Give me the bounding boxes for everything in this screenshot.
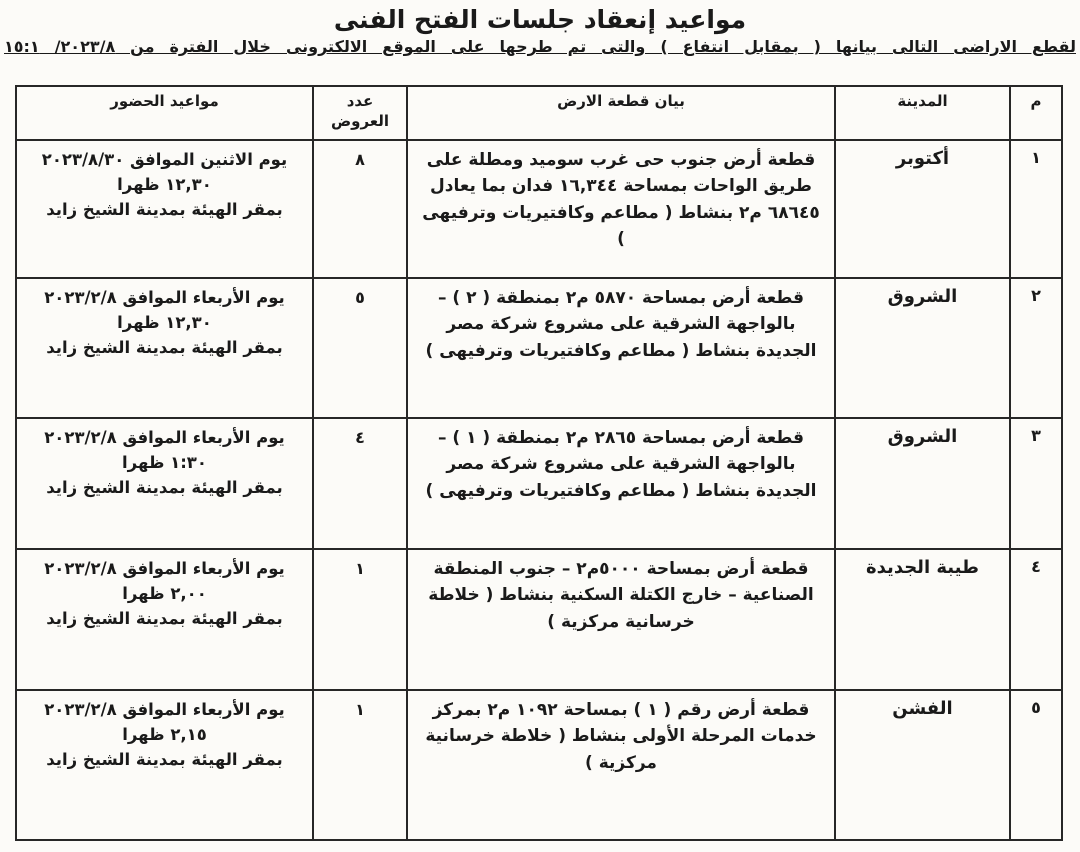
page-title: مواعيد إنعقاد جلسات الفتح الفنى bbox=[333, 5, 747, 34]
row-serial: ٢ bbox=[1009, 277, 1063, 419]
attendance-time: ١٢,٣٠ ظهرا bbox=[117, 312, 212, 332]
row-city: الشروق bbox=[834, 277, 1011, 419]
row-attendance: يوم الأربعاء الموافق ٢٠٢٣/٢/٨ ٢,٠٠ ظهرا … bbox=[15, 548, 314, 691]
header-offers-count: عدد العروض bbox=[312, 85, 408, 141]
row-attendance: يوم الاثنين الموافق ٢٠٢٣/٨/٣٠ ١٢,٣٠ ظهرا… bbox=[15, 139, 314, 279]
scanned-document-page: { "page": { "title": "مواعيد إنعقاد جلسا… bbox=[0, 5, 1080, 852]
attendance-time: ١:٣٠ ظهرا bbox=[122, 452, 207, 472]
row-offers-count: ١ bbox=[312, 689, 408, 841]
attendance-place: بمقر الهيئة بمدينة الشيخ زايد bbox=[46, 477, 283, 497]
row-serial: ٤ bbox=[1009, 548, 1063, 691]
attendance-place: بمقر الهيئة بمدينة الشيخ زايد bbox=[46, 337, 283, 357]
table-row: ٣ الشروق قطعة أرض بمساحة ٢٨٦٥ م٢ بمنطقة … bbox=[15, 417, 1063, 550]
row-plot-description: قطعة أرض بمساحة ٥٠٠٠م٢ – جنوب المنطقة ال… bbox=[406, 548, 836, 691]
attendance-time: ٢,١٥ ظهرا bbox=[122, 724, 207, 744]
row-attendance: يوم الأربعاء الموافق ٢٠٢٣/٢/٨ ٢,١٥ ظهرا … bbox=[15, 689, 314, 841]
sessions-table: م المدينة بيان قطعة الارض عدد العروض موا… bbox=[15, 85, 1063, 841]
table-row: ١ أكتوبر قطعة أرض جنوب حى غرب سوميد ومطل… bbox=[15, 139, 1063, 279]
row-serial: ٣ bbox=[1009, 417, 1063, 550]
row-attendance: يوم الأربعاء الموافق ٢٠٢٣/٢/٨ ١:٣٠ ظهرا … bbox=[15, 417, 314, 550]
row-city: الشروق bbox=[834, 417, 1011, 550]
header-plot-description: بيان قطعة الارض bbox=[406, 85, 836, 141]
table-row: ٤ طيبة الجديدة قطعة أرض بمساحة ٥٠٠٠م٢ – … bbox=[15, 548, 1063, 691]
table-header-row: م المدينة بيان قطعة الارض عدد العروض موا… bbox=[15, 85, 1063, 141]
row-city: أكتوبر bbox=[834, 139, 1011, 279]
attendance-day: يوم الأربعاء الموافق ٢٠٢٣/٢/٨ bbox=[44, 288, 285, 307]
page-subtitle: لقطع الاراضى التالى بيانها ( بمقابل انتف… bbox=[4, 37, 1076, 56]
row-plot-description: قطعة أرض بمساحة ٢٨٦٥ م٢ بمنطقة ( ١ ) – ب… bbox=[406, 417, 836, 550]
header-serial: م bbox=[1009, 85, 1063, 141]
row-offers-count: ٥ bbox=[312, 277, 408, 419]
row-offers-count: ٤ bbox=[312, 417, 408, 550]
attendance-time: ٢,٠٠ ظهرا bbox=[122, 583, 207, 603]
attendance-day: يوم الاثنين الموافق ٢٠٢٣/٨/٣٠ bbox=[41, 150, 288, 169]
header-attendance-dates: مواعيد الحضور bbox=[15, 85, 314, 141]
row-attendance: يوم الأربعاء الموافق ٢٠٢٣/٢/٨ ١٢,٣٠ ظهرا… bbox=[15, 277, 314, 419]
attendance-place: بمقر الهيئة بمدينة الشيخ زايد bbox=[46, 608, 283, 628]
row-plot-description: قطعة أرض بمساحة ٥٨٧٠ م٢ بمنطقة ( ٢ ) – ب… bbox=[406, 277, 836, 419]
row-city: طيبة الجديدة bbox=[834, 548, 1011, 691]
attendance-day: يوم الأربعاء الموافق ٢٠٢٣/٢/٨ bbox=[44, 428, 285, 447]
row-plot-description: قطعة أرض جنوب حى غرب سوميد ومطلة على طري… bbox=[406, 139, 836, 279]
row-offers-count: ١ bbox=[312, 548, 408, 691]
attendance-day: يوم الأربعاء الموافق ٢٠٢٣/٢/٨ bbox=[44, 700, 285, 719]
attendance-place: بمقر الهيئة بمدينة الشيخ زايد bbox=[46, 199, 283, 219]
row-city: الفشن bbox=[834, 689, 1011, 841]
row-offers-count: ٨ bbox=[312, 139, 408, 279]
attendance-place: بمقر الهيئة بمدينة الشيخ زايد bbox=[46, 749, 283, 769]
row-plot-description: قطعة أرض رقم ( ١ ) بمساحة ١٠٩٢ م٢ بمركز … bbox=[406, 689, 836, 841]
row-serial: ١ bbox=[1009, 139, 1063, 279]
row-serial: ٥ bbox=[1009, 689, 1063, 841]
table-row: ٢ الشروق قطعة أرض بمساحة ٥٨٧٠ م٢ بمنطقة … bbox=[15, 277, 1063, 419]
attendance-day: يوم الأربعاء الموافق ٢٠٢٣/٢/٨ bbox=[44, 559, 285, 578]
header-city: المدينة bbox=[834, 85, 1011, 141]
table-row: ٥ الفشن قطعة أرض رقم ( ١ ) بمساحة ١٠٩٢ م… bbox=[15, 689, 1063, 841]
attendance-time: ١٢,٣٠ ظهرا bbox=[117, 174, 212, 194]
